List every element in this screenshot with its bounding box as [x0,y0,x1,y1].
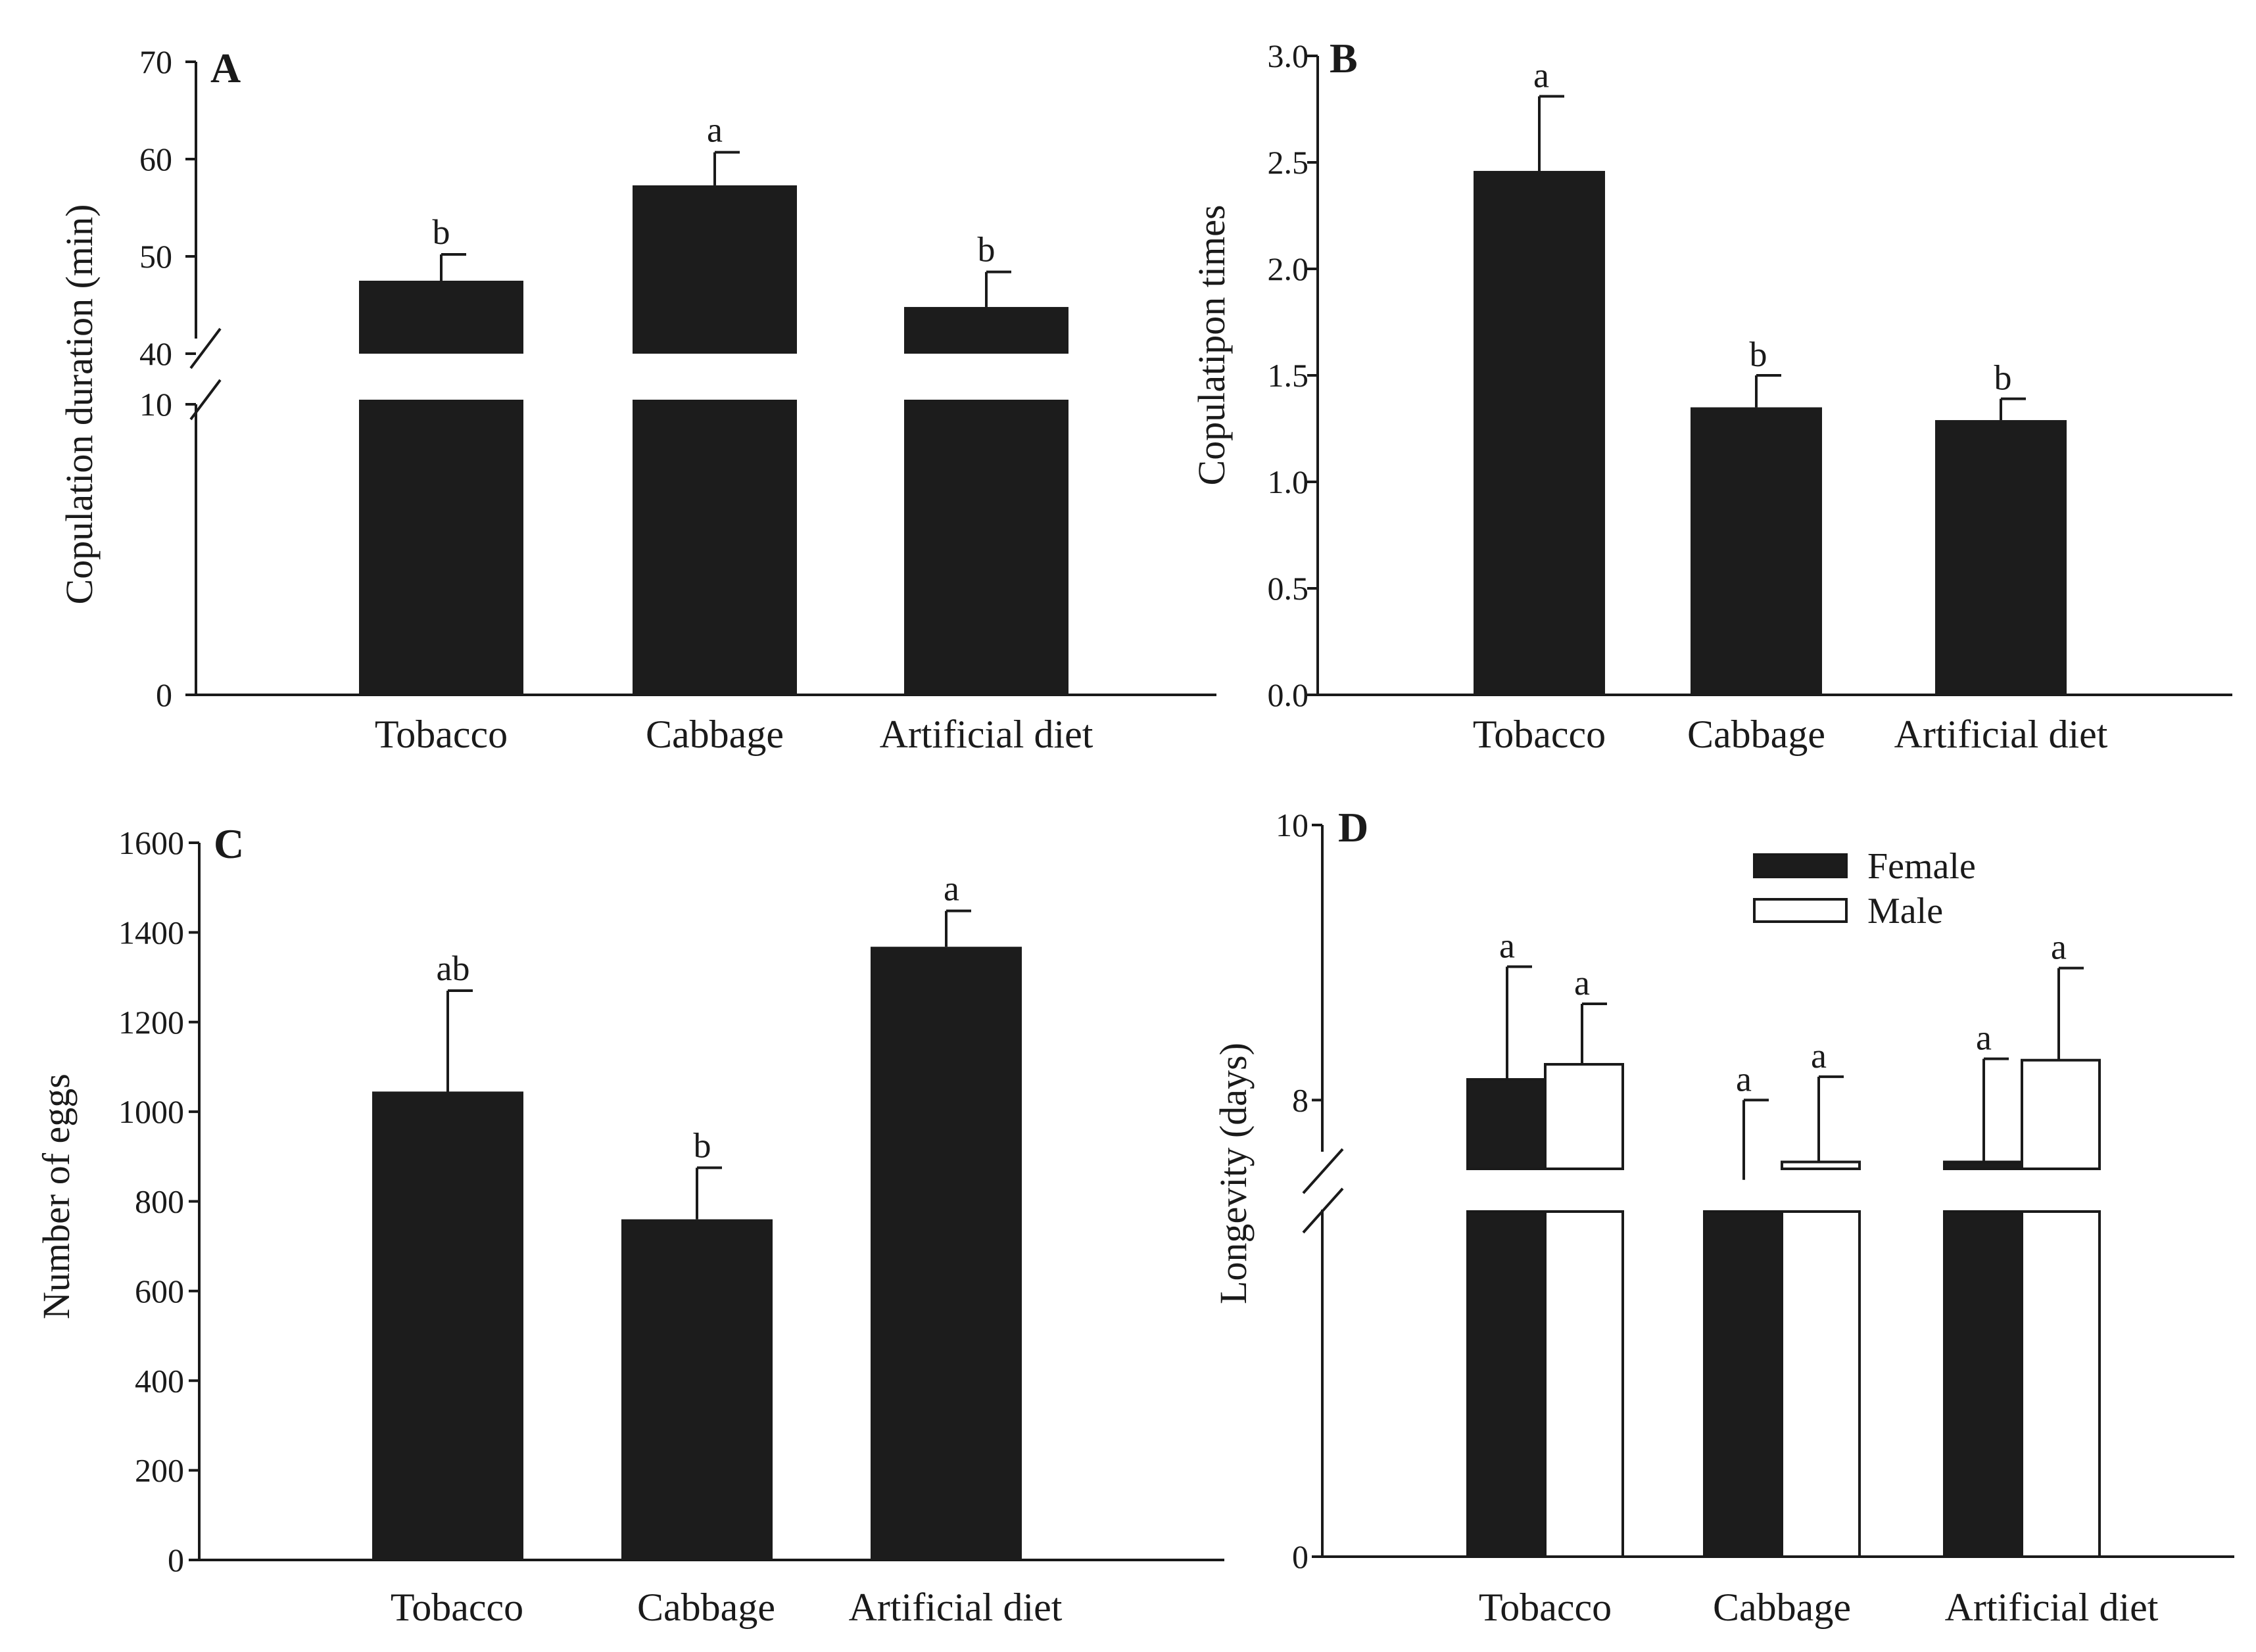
a-bar-upper [359,281,523,354]
c-y-tick-label: 600 [135,1273,184,1310]
a-significance-letter: a [707,110,723,150]
panel-label-a: A [210,45,241,91]
a-y-tick-label: 60 [139,141,172,177]
ylabel-d: Longevity (days) [1212,1043,1255,1304]
ylabel-c: Number of eggs [35,1074,78,1319]
b-category-label: Artificial diet [1894,713,2108,756]
a-axis-break-mark-2 [189,379,222,421]
a-bar-lower [633,400,797,695]
b-y-tick-label: 0.5 [1268,570,1309,607]
d-significance-letter: a [1736,1059,1752,1098]
d-axis-break-mark-1 [1302,1148,1344,1194]
c-significance-letter: b [694,1125,711,1165]
plot-area: 0 10 40 50 60 70 b Tobacco a Cabbage b Artificial d… [118,37,2234,1629]
c-significance-letter: ab [437,949,470,988]
b-y-tick-label: 0.0 [1268,676,1309,713]
c-category-label: Artificial diet [849,1586,1063,1629]
a-y-tick-label: 10 [139,386,172,423]
b-y-tick-label: 1.5 [1268,357,1309,394]
b-bar [1474,170,1605,696]
d-bar-male-lower [2021,1210,2101,1558]
d-bar-male-upper [1544,1063,1624,1171]
a-y-tick-label: 0 [156,676,172,713]
d-category-label: Tobacco [1479,1586,1612,1629]
d-significance-letter: a [1811,1036,1827,1075]
c-bar [372,1091,523,1560]
c-y-tick-label: 0 [168,1542,184,1578]
c-y-tick-label: 1200 [118,1004,184,1041]
a-bar-lower [904,400,1068,695]
d-y-tick-label: 8 [1292,1081,1308,1118]
a-y-tick-label: 50 [139,238,172,275]
c-y-tick-label: 1400 [118,914,184,951]
d-bar-male-lower [1544,1210,1624,1558]
b-bar [1935,420,2067,695]
a-category-label: Tobacco [375,713,508,756]
ylabel-b: Copulatipon times [1190,205,1233,486]
ylabel-a: Copulation duration (min) [58,204,101,605]
b-y-tick-label: 3.0 [1268,37,1309,74]
c-category-label: Tobacco [391,1586,523,1629]
b-significance-letter: b [1750,335,1767,374]
legend-label-female: Female [1867,846,1976,887]
d-bar-female-lower [1703,1210,1783,1558]
c-y-tick-label: 400 [135,1362,184,1399]
legend-swatch-male [1753,898,1848,923]
legend-label-male: Male [1867,891,1943,932]
c-y-tick-label: 200 [135,1452,184,1489]
d-bar-male-upper [2021,1058,2101,1171]
d-bar-female-lower [1466,1210,1547,1558]
b-significance-letter: a [1533,56,1549,95]
a-category-label: Cabbage [646,713,784,756]
a-y-tick-label: 70 [139,43,172,80]
b-category-label: Cabbage [1687,713,1825,756]
d-significance-letter: a [2051,928,2067,967]
c-significance-letter: a [944,869,959,909]
a-significance-letter: b [978,230,996,270]
b-y-tick-label: 2.5 [1268,144,1309,181]
b-bar [1691,407,1822,695]
d-significance-letter: a [1976,1018,1992,1058]
a-category-label: Artificial diet [880,713,1093,756]
d-category-label: Artificial diet [1945,1586,2159,1629]
panel-label-d: D [1338,804,1368,851]
c-bar [621,1219,773,1560]
legend-swatch-female [1753,853,1848,878]
a-bar-upper [633,185,797,354]
b-category-label: Tobacco [1473,713,1606,756]
a-bar-upper [904,306,1068,354]
c-y-tick-label: 800 [135,1183,184,1220]
d-significance-letter: a [1499,926,1515,965]
c-y-tick-label: 1000 [118,1093,184,1130]
d-bar-male-lower [1781,1210,1861,1558]
a-axis-break-mark-1 [189,327,222,369]
c-category-label: Cabbage [637,1586,775,1629]
d-y-tick-label: 10 [1276,807,1308,843]
a-y-tick-label: 40 [139,335,172,372]
d-axis-break-mark-2 [1302,1187,1344,1234]
legend: Female Male [1753,846,1976,932]
panel-label-b: B [1330,35,1358,82]
b-y-tick-label: 2.0 [1268,250,1309,287]
d-bar-female-upper [1943,1160,2023,1171]
a-significance-letter: b [433,212,450,252]
d-bar-female-lower [1943,1210,2023,1558]
a-bar-lower [359,400,523,695]
panel-label-c: C [214,820,244,867]
c-bar [871,947,1022,1560]
d-y-tick-label: 0 [1292,1538,1308,1575]
c-y-tick-label: 1600 [118,824,184,861]
d-bar-male-upper [1781,1160,1861,1171]
b-y-tick-label: 1.0 [1268,463,1309,500]
b-significance-letter: b [1994,358,2012,398]
d-bar-female-upper [1466,1078,1547,1171]
d-significance-letter: a [1574,963,1590,1003]
d-category-label: Cabbage [1713,1586,1851,1629]
